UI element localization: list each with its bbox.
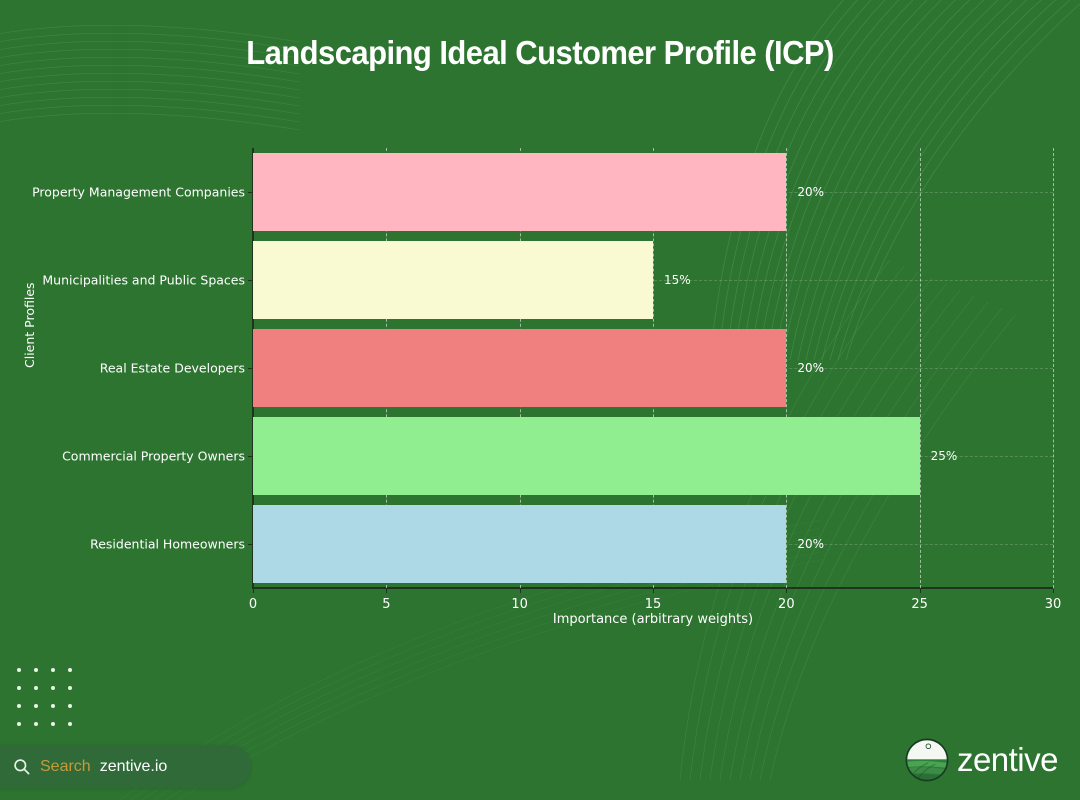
zentive-landscape-logo-icon: [905, 738, 949, 782]
x-axis-spine: [252, 587, 1053, 589]
page-title: Landscaping Ideal Customer Profile (ICP): [246, 34, 834, 71]
dot: [17, 668, 21, 672]
search-bar[interactable]: Search zentive.io: [0, 745, 251, 788]
bar-value-label: 20%: [797, 185, 824, 199]
bar-value-label: 25%: [930, 449, 958, 463]
search-value: zentive.io: [99, 757, 168, 775]
x-tick-label-10: 10: [511, 597, 528, 612]
bar-value-label: 20%: [797, 361, 824, 375]
dot: [68, 704, 72, 708]
dot: [17, 686, 21, 690]
y-tick-label: Commercial Property Owners: [62, 448, 245, 464]
dot: [34, 668, 38, 672]
brand-name: zentive: [956, 741, 1059, 778]
x-tick-label-20: 20: [778, 597, 795, 612]
x-tick-label-0: 0: [248, 597, 258, 612]
dot: [17, 722, 21, 726]
bar: [253, 417, 920, 495]
dot: [68, 686, 72, 690]
dot: [51, 704, 55, 708]
y-tick-mark: [248, 280, 253, 281]
x-tick-mark: [386, 589, 388, 593]
gridline-x-30: [1053, 148, 1054, 588]
x-tick-mark: [786, 589, 788, 593]
y-tick-label: Municipalities and Public Spaces: [42, 272, 245, 288]
dot: [17, 704, 21, 708]
bar: [253, 505, 787, 583]
y-tick-mark: [248, 544, 253, 545]
gridline-y: [253, 280, 1053, 281]
bar: [253, 153, 787, 231]
search-icon: [14, 759, 30, 775]
x-tick-mark: [253, 589, 254, 593]
dot: [34, 722, 38, 726]
search-label: Search: [40, 757, 91, 775]
x-tick-label-15: 15: [644, 597, 662, 612]
y-tick-label: Residential Homeowners: [90, 536, 245, 552]
gridline-x-20: [786, 148, 788, 588]
x-tick-label-5: 5: [382, 597, 391, 612]
y-tick-mark: [248, 368, 253, 369]
dot: [51, 668, 55, 672]
decorative-dot-grid: [17, 668, 85, 740]
x-tick-mark: [919, 589, 921, 593]
dot: [34, 704, 38, 708]
dot: [68, 722, 72, 726]
y-tick-label: Real Estate Developers: [99, 360, 245, 376]
y-tick-mark: [248, 456, 253, 457]
x-tick-mark: [1053, 589, 1054, 593]
dot: [68, 668, 72, 672]
x-tick-label-25: 25: [911, 597, 928, 612]
dot: [51, 686, 55, 690]
bar-value-label: 15%: [664, 273, 691, 287]
gridline-x-25: [919, 148, 921, 588]
bar: [253, 241, 653, 319]
x-axis-title: Importance (arbitrary weights): [552, 612, 754, 627]
bar: [253, 329, 787, 407]
dot: [34, 686, 38, 690]
y-axis-title: Client Profiles: [22, 282, 37, 368]
y-tick-mark: [248, 192, 253, 193]
plot-area: 20% 25% 20% 15% 20%: [252, 148, 1054, 589]
x-tick-mark: [519, 589, 521, 593]
dot: [51, 722, 55, 726]
bar-value-label: 20%: [797, 537, 824, 551]
x-tick-label-30: 30: [1044, 597, 1062, 612]
y-tick-label: Property Management Companies: [32, 184, 245, 200]
x-tick-mark: [653, 589, 654, 593]
brand-logo: zentive: [905, 738, 1059, 782]
